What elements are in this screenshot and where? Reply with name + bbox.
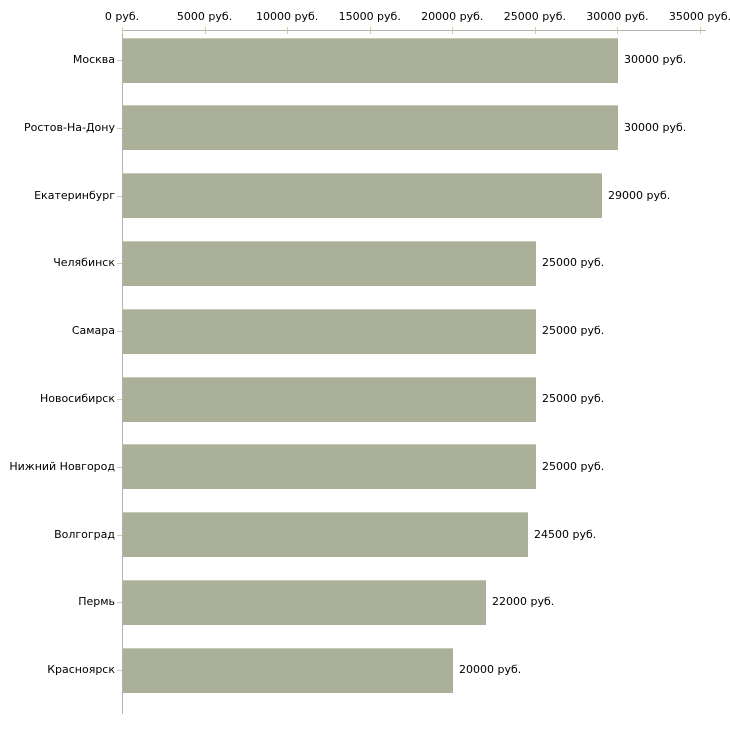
bar [123, 580, 486, 625]
category-label: Ростов-На-Дону [23, 120, 115, 134]
value-label: 30000 руб. [624, 53, 687, 66]
value-label: 25000 руб. [542, 324, 605, 338]
category-label: Красноярск [47, 663, 115, 677]
value-label: 22000 руб. [492, 595, 555, 609]
category-label: Москва [72, 53, 115, 66]
x-axis-tick-mark [287, 27, 289, 34]
x-axis-tick-mark [700, 27, 701, 34]
x-axis-tick-mark [122, 27, 123, 34]
bar [123, 648, 453, 693]
bar [123, 444, 536, 489]
category-label: Волгоград [54, 527, 115, 541]
bar [123, 105, 618, 150]
value-label: 24500 руб. [534, 527, 597, 541]
value-label: 20000 руб. [459, 663, 522, 677]
bar [123, 38, 618, 83]
category-tick-mark [117, 60, 122, 61]
x-axis-tick-label: 35000 руб. [668, 10, 730, 23]
x-axis-tick-label: 15000 руб. [338, 10, 401, 23]
category-tick-mark [117, 331, 122, 332]
category-tick-mark [117, 467, 122, 468]
bar [123, 377, 536, 422]
bar [123, 173, 602, 218]
y-axis-line [122, 30, 123, 714]
category-label: Челябинск [53, 256, 115, 270]
category-tick-mark [117, 263, 122, 264]
bar [123, 512, 528, 557]
value-label: 29000 руб. [608, 188, 671, 202]
category-label: Самара [71, 324, 115, 338]
value-label: 25000 руб. [542, 256, 605, 270]
x-axis-tick-label: 10000 руб. [256, 10, 319, 23]
category-tick-mark [117, 399, 122, 400]
category-tick-mark [117, 196, 122, 197]
value-label: 30000 руб. [624, 120, 687, 134]
category-tick-mark [117, 535, 122, 536]
x-axis-tick-mark [452, 27, 454, 34]
category-label: Нижний Новгород [9, 459, 115, 473]
category-label: Новосибирск [39, 392, 115, 405]
category-tick-mark [117, 670, 122, 671]
x-axis-tick-label: 25000 руб. [503, 10, 566, 23]
bar [123, 241, 536, 286]
x-axis-tick-label: 5000 руб. [176, 10, 233, 23]
x-axis-tick-label: 20000 руб. [421, 10, 484, 23]
value-label: 25000 руб. [542, 459, 605, 473]
x-axis-tick-mark [204, 27, 206, 34]
category-label: Пермь [78, 595, 115, 609]
x-axis-line [122, 30, 706, 31]
bar [123, 309, 536, 354]
x-axis-tick-label: 30000 руб. [586, 10, 649, 23]
x-axis-tick-label: 0 руб. [104, 10, 140, 23]
category-label: Екатеринбург [34, 188, 115, 202]
category-tick-mark [117, 602, 122, 603]
value-label: 25000 руб. [542, 392, 605, 405]
x-axis-tick-mark [369, 27, 371, 34]
x-axis-tick-mark [534, 27, 536, 34]
category-tick-mark [117, 128, 122, 129]
x-axis-tick-mark [617, 27, 619, 34]
